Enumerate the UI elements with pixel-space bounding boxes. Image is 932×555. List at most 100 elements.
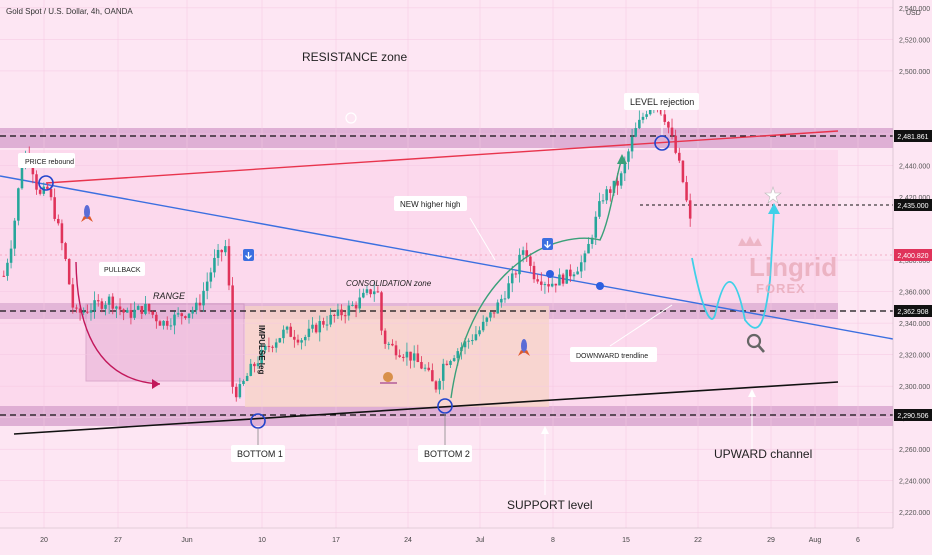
time-tick-label: 24 (404, 537, 412, 544)
candle-body (434, 381, 438, 390)
time-tick-label: 22 (694, 537, 702, 544)
candle-body (416, 353, 420, 362)
candle-body (351, 304, 354, 306)
candle-body (176, 313, 180, 315)
candle-body (576, 271, 579, 275)
candle-body (507, 283, 510, 299)
candle-body (67, 259, 71, 285)
candle-body (264, 345, 267, 350)
candle-body (144, 303, 147, 314)
candle-body (184, 316, 187, 318)
candle-body (478, 330, 481, 335)
candle-body (627, 151, 630, 162)
candle-body (293, 336, 296, 340)
candle-body (129, 310, 133, 318)
candle-body (420, 361, 423, 369)
candle-body (565, 269, 568, 284)
downward-trendline-label: DOWNWARD trendline (576, 353, 648, 360)
candle-body (431, 370, 434, 382)
candle-body (155, 314, 158, 322)
impulse-leg-label: IMPULSE leg (257, 325, 266, 374)
candle-body (619, 173, 623, 186)
resistance-zone-label: RESISTANCE zone (302, 50, 407, 64)
candle-body (198, 302, 202, 306)
price-rebound-marker (38, 175, 54, 191)
candle-body (529, 256, 532, 266)
candle-body (46, 186, 49, 189)
candle-body (532, 265, 536, 280)
candle-body (169, 325, 173, 327)
candle-body (456, 351, 460, 359)
candle-body (231, 285, 234, 387)
candle-body (245, 375, 249, 382)
candle-body (82, 311, 85, 313)
candle-body (195, 302, 198, 311)
watermark-brand: Lingrid (749, 252, 837, 282)
candle-body (438, 380, 441, 390)
candle-body (441, 363, 445, 381)
new-higher-high-box: NEW higher high (394, 196, 467, 211)
consolidation-zone-label: CONSOLIDATION zone (346, 279, 432, 288)
candle-body (100, 301, 104, 309)
candle-body (550, 283, 554, 287)
candle-body (540, 281, 543, 285)
candle-body (340, 309, 343, 316)
candle-body (427, 367, 430, 371)
candle-body (118, 306, 122, 310)
candle-body (2, 275, 6, 277)
candle-body (667, 121, 670, 128)
candle-body (60, 223, 64, 244)
candle-body (514, 273, 518, 275)
candle-body (35, 174, 38, 190)
time-axis[interactable] (0, 528, 932, 550)
candle-body (180, 313, 184, 317)
candle-body (122, 309, 125, 313)
price-axis[interactable] (893, 0, 932, 550)
candle-body (452, 358, 456, 361)
candle-body (423, 367, 427, 369)
arrow-down-marker-icon (243, 249, 254, 261)
pullback-arrowhead (152, 379, 160, 389)
pullback-curve (75, 261, 161, 385)
candle-body (296, 339, 300, 343)
candle-body (630, 136, 634, 152)
candle-body (525, 250, 529, 257)
candle-body (325, 324, 329, 326)
candle-body (445, 363, 449, 365)
break-dot-2 (596, 282, 604, 290)
candle-body (53, 197, 56, 219)
price-tick-label: 2,220.000 (899, 510, 930, 517)
time-tick-label: 6 (856, 537, 860, 544)
candle-body (500, 298, 503, 303)
candle-body (6, 262, 9, 276)
range-label: RANGE (153, 291, 186, 301)
time-tick-label: 15 (622, 537, 630, 544)
bottom-1-box: BOTTOM 1 (231, 445, 285, 462)
support-pointer-head (541, 426, 549, 434)
candle-body (409, 351, 412, 361)
candle-body (380, 292, 383, 331)
candle-body (249, 363, 253, 376)
resistance-price-tag: 2,481.861 (894, 130, 932, 142)
candle-body (543, 284, 547, 286)
candle-body (383, 330, 387, 344)
candle-body (598, 201, 601, 217)
candle-body (303, 336, 307, 341)
higher-high-arrowhead (617, 154, 627, 164)
candle-body (13, 220, 16, 249)
candle-body (173, 314, 176, 326)
candle-body (354, 304, 358, 309)
candle-body (485, 317, 489, 322)
candle-body (670, 127, 674, 136)
candle-body (536, 279, 539, 282)
candle-body (496, 302, 499, 314)
consolidation-price-label: 2,362.908 (897, 309, 928, 316)
price-tick-label: 2,440.000 (899, 163, 930, 170)
projection-path (691, 209, 775, 329)
candle-body (616, 180, 619, 186)
time-tick-label: Jul (476, 537, 485, 544)
candle-body (126, 310, 129, 313)
candle-body (147, 303, 151, 312)
